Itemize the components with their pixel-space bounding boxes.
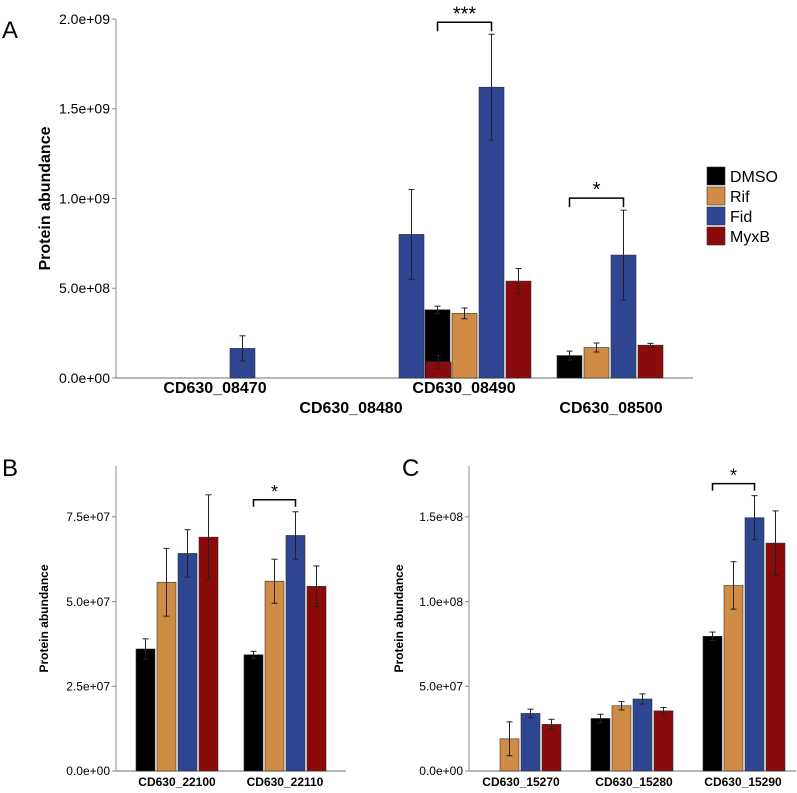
panel-c-error-bar-cd630-15270-fid: [527, 708, 534, 719]
panel-c-significance-label: *: [730, 466, 737, 486]
panel-b-bar-cd630-22110-dmso: [243, 654, 264, 772]
panel-c-error-bar-cd630-15290-fid: [751, 495, 758, 541]
panel-c-bar-cd630-15280-rif: [611, 705, 632, 772]
panel-a-y-tick-label: 5.0e+08: [59, 280, 110, 296]
panel-a-bar-cd630-08490-myxb: [505, 280, 532, 379]
panel-c-error-bar-cd630-15280-myxb: [660, 706, 667, 715]
legend-swatch-rif: [706, 186, 726, 206]
panel-c-error-bar-cd630-15280-dmso: [597, 713, 604, 724]
legend-label-dmso: DMSO: [730, 169, 778, 186]
panel-a-error-bar-cd630-08490-rif: [461, 307, 468, 320]
legend-label-fid: Fid: [730, 209, 752, 226]
panel-c-bar-cd630-15290-myxb: [765, 542, 786, 772]
panel-a-bar-cd630-08490-rif: [451, 313, 478, 379]
panel-a-error-bar-cd630-08490-fid: [488, 33, 495, 141]
panel-b-error-bar-cd630-22110-dmso: [250, 650, 257, 659]
legend-swatch-fid: [706, 206, 726, 226]
panel-c-error-bar-cd630-15280-rif: [618, 701, 625, 711]
legend-swatch-myxb: [706, 226, 726, 246]
panel-a-y-axis-label: Protein abundance: [37, 126, 54, 270]
panel-letter-c: C: [402, 455, 419, 482]
panel-c-bar-cd630-15280-dmso: [590, 718, 611, 772]
panel-a-significance-label: ***: [453, 3, 477, 25]
panel-c-error-bar-cd630-15270-rif: [506, 721, 513, 757]
panel-c-y-tick-label: 0.0e+00: [419, 764, 463, 778]
panel-c-bar-cd630-15270-fid: [520, 713, 541, 772]
panel-c-bar-cd630-15290-rif: [723, 585, 744, 772]
panel-c-category-label: CD630_15290: [704, 775, 782, 789]
panel-a-significance-bracket: [436, 21, 493, 32]
panel-b-error-bar-cd630-22100-rif: [163, 547, 170, 617]
panel-a-category-label: CD630_08470: [163, 380, 266, 397]
panel-b-error-bar-cd630-22110-rif: [271, 558, 278, 604]
panel-b-significance-bracket: [252, 499, 297, 507]
panel-c-error-bar-cd630-15280-fid: [639, 693, 646, 705]
panel-c-error-bar-cd630-15290-dmso: [709, 631, 716, 642]
panel-b-bar-cd630-22110-fid: [285, 535, 306, 772]
panel-a-error-bar-cd630-08490-myxb: [515, 268, 522, 295]
panel-a-bar-cd630-08500-rif: [583, 347, 610, 379]
panel-c-bar-cd630-15280-myxb: [653, 710, 674, 772]
panel-b-y-tick-label: 5.0e+07: [66, 595, 110, 609]
panel-b-category-label: CD630_22110: [247, 775, 324, 789]
panel-c-y-axis-label: Protein abundance: [392, 564, 406, 672]
legend-label-myxb: MyxB: [730, 229, 770, 246]
legend: DMSO Rif Fid MyxB: [706, 166, 778, 246]
panel-a-category-label: CD630_08480: [299, 400, 402, 417]
panel-c-category-label: CD630_15280: [595, 775, 673, 789]
panel-c-error-bar-cd630-15290-rif: [730, 561, 737, 610]
panel-b-y-tick-label: 0.0e+00: [66, 764, 110, 778]
panel-b-category-label: CD630_22100: [138, 775, 216, 789]
panel-a-error-bar-cd630-08500-fid: [620, 209, 627, 301]
panel-a-y-tick-label: 2.0e+09: [59, 11, 110, 27]
panel-b-error-bar-cd630-22110-myxb: [313, 565, 320, 608]
panel-b-bar-cd630-22100-dmso: [135, 648, 156, 772]
panel-a-category-label: CD630_08500: [559, 400, 662, 417]
legend-label-rif: Rif: [730, 189, 750, 206]
panel-letter-b: B: [2, 455, 18, 482]
panel-c-error-bar-cd630-15270-myxb: [548, 718, 555, 730]
panel-c-bar-cd630-15290-fid: [744, 517, 765, 772]
panel-c-y-tick-label: 5.0e+07: [419, 679, 463, 693]
panel-b-y-tick-label: 7.5e+07: [66, 510, 110, 524]
panel-b-y-tick-label: 2.5e+07: [66, 679, 110, 693]
panel-a-chart: 0.0e+00 5.0e+08 1.0e+09 1.5e+09 2.0e+09 Prote…: [37, 3, 693, 417]
panel-a-y-tick-label: 1.0e+09: [59, 190, 110, 206]
panel-c-bar-cd630-15270-myxb: [541, 724, 562, 772]
panel-a-y-tick-label: 1.5e+09: [59, 101, 110, 117]
panel-a-bar-cd630-08500-myxb: [637, 344, 664, 379]
panel-a-error-bar-cd630-08480-myxb: [435, 355, 442, 369]
panel-a-error-bar-cd630-08470-fid: [239, 335, 246, 362]
panel-a-category-label: CD630_08490: [412, 380, 515, 397]
panel-b-error-bar-cd630-22100-fid: [184, 529, 191, 578]
panel-b-error-bar-cd630-22110-fid: [292, 511, 299, 560]
panel-c-y-tick-label: 1.5e+08: [419, 510, 463, 524]
panel-a-error-bar-cd630-08490-dmso: [434, 305, 441, 314]
panel-b-chart: 0.0e+00 2.5e+07 5.0e+07 7.5e+07 Protein abun…: [37, 466, 346, 789]
panel-a-error-bar-cd630-08500-rif: [593, 342, 600, 353]
panel-letter-a: A: [2, 17, 18, 44]
panel-a-significance-label: *: [593, 179, 601, 201]
panel-b-bar-cd630-22110-rif: [264, 580, 285, 772]
panel-a-error-bar-cd630-08480-fid: [408, 189, 415, 280]
panel-a-error-bar-cd630-08500-myxb: [647, 342, 654, 348]
panel-b-error-bar-cd630-22100-myxb: [205, 494, 212, 581]
panel-c-category-label: CD630_15270: [482, 775, 560, 789]
panel-c-y-tick-label: 1.0e+08: [419, 595, 463, 609]
legend-swatch-dmso: [706, 166, 726, 186]
panel-c-bar-cd630-15290-dmso: [702, 635, 723, 772]
panel-b-bar-cd630-22110-myxb: [306, 586, 327, 772]
panel-c-error-bar-cd630-15290-myxb: [772, 510, 779, 576]
panel-c-bar-cd630-15280-fid: [632, 698, 653, 772]
panel-b-y-axis-label: Protein abundance: [37, 564, 51, 672]
panel-a-y-tick-label: 0.0e+00: [59, 370, 110, 386]
panel-c-chart: 0.0e+00 5.0e+07 1.0e+08 1.5e+08 Protein abun…: [392, 466, 796, 789]
panel-b-bar-cd630-22100-fid: [177, 553, 198, 772]
panel-c-significance-bracket: [711, 482, 756, 491]
panel-b-error-bar-cd630-22100-dmso: [142, 638, 149, 660]
panel-a-significance-bracket: [568, 197, 625, 208]
panel-a-error-bar-cd630-08500-dmso: [566, 350, 573, 361]
panel-b-significance-label: *: [271, 482, 278, 502]
